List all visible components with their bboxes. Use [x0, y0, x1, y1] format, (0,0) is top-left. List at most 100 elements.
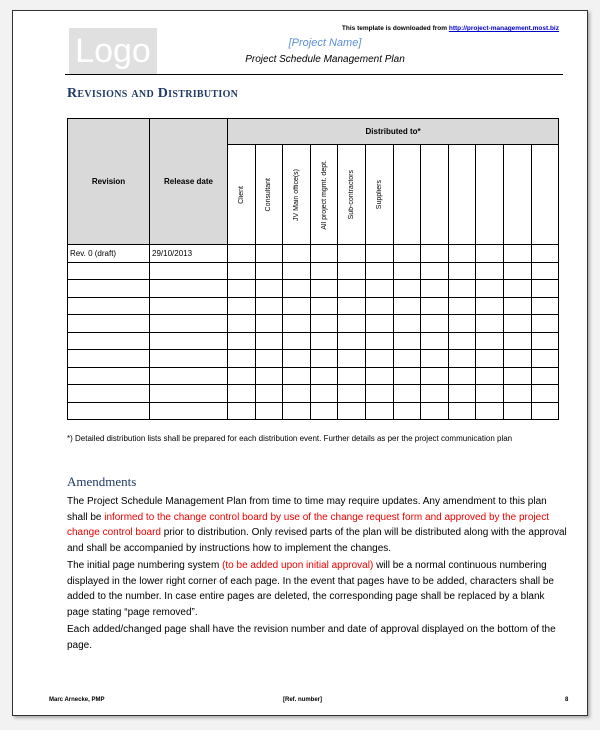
- table-cell[interactable]: [502, 296, 532, 315]
- table-cell[interactable]: [502, 384, 532, 403]
- table-cell[interactable]: [392, 261, 422, 280]
- table-cell[interactable]: [254, 279, 284, 298]
- table-cell[interactable]: [364, 349, 394, 368]
- table-cell[interactable]: [282, 261, 311, 280]
- table-cell[interactable]: [364, 296, 394, 315]
- table-cell[interactable]: [392, 384, 422, 403]
- table-cell[interactable]: [227, 261, 256, 280]
- table-cell[interactable]: [447, 296, 477, 315]
- table-cell[interactable]: [282, 384, 311, 403]
- table-cell[interactable]: [67, 401, 150, 420]
- table-cell[interactable]: [475, 366, 504, 385]
- table-cell[interactable]: [337, 296, 366, 315]
- table-cell[interactable]: [309, 366, 339, 385]
- table-cell[interactable]: [447, 366, 477, 385]
- table-cell[interactable]: [67, 279, 150, 298]
- table-cell[interactable]: [149, 366, 228, 385]
- table-cell[interactable]: [337, 349, 366, 368]
- table-cell[interactable]: [447, 244, 477, 263]
- table-cell[interactable]: [475, 314, 504, 333]
- table-cell[interactable]: [309, 261, 339, 280]
- table-cell[interactable]: [337, 279, 366, 298]
- table-cell[interactable]: [149, 261, 228, 280]
- table-cell[interactable]: [447, 349, 477, 368]
- table-cell[interactable]: [149, 296, 228, 315]
- table-cell[interactable]: [309, 384, 339, 403]
- table-cell[interactable]: [502, 244, 532, 263]
- table-cell[interactable]: [227, 331, 256, 350]
- table-cell[interactable]: [392, 349, 422, 368]
- table-cell[interactable]: [254, 296, 284, 315]
- table-cell[interactable]: Rev. 0 (draft): [67, 244, 150, 263]
- table-cell[interactable]: [392, 401, 422, 420]
- table-cell[interactable]: [364, 261, 394, 280]
- table-cell[interactable]: [447, 261, 477, 280]
- table-cell[interactable]: [364, 401, 394, 420]
- table-cell[interactable]: [309, 349, 339, 368]
- table-cell[interactable]: [475, 384, 504, 403]
- table-cell[interactable]: [309, 331, 339, 350]
- table-cell[interactable]: [337, 331, 366, 350]
- table-cell[interactable]: [67, 349, 150, 368]
- table-cell[interactable]: [392, 279, 422, 298]
- table-cell[interactable]: [364, 366, 394, 385]
- table-cell[interactable]: [420, 279, 449, 298]
- table-cell[interactable]: [502, 279, 532, 298]
- table-cell[interactable]: [149, 279, 228, 298]
- table-cell[interactable]: [420, 401, 449, 420]
- table-cell[interactable]: [254, 384, 284, 403]
- table-cell[interactable]: [67, 331, 150, 350]
- table-cell[interactable]: [337, 384, 366, 403]
- table-cell[interactable]: [530, 261, 560, 280]
- table-cell[interactable]: [530, 296, 560, 315]
- table-cell[interactable]: [309, 244, 339, 263]
- table-cell[interactable]: [475, 244, 504, 263]
- table-cell[interactable]: [475, 401, 504, 420]
- table-cell[interactable]: [149, 314, 228, 333]
- table-cell[interactable]: [475, 261, 504, 280]
- table-cell[interactable]: [364, 244, 394, 263]
- table-cell[interactable]: [282, 296, 311, 315]
- table-cell[interactable]: [530, 244, 560, 263]
- table-cell[interactable]: [309, 296, 339, 315]
- table-cell[interactable]: [254, 314, 284, 333]
- table-cell[interactable]: [420, 331, 449, 350]
- table-cell[interactable]: [420, 244, 449, 263]
- table-cell[interactable]: [420, 366, 449, 385]
- table-cell[interactable]: [447, 384, 477, 403]
- table-cell[interactable]: [149, 384, 228, 403]
- table-cell[interactable]: [530, 384, 560, 403]
- table-cell[interactable]: [282, 366, 311, 385]
- table-cell[interactable]: [67, 296, 150, 315]
- table-cell[interactable]: [282, 314, 311, 333]
- table-cell[interactable]: [227, 349, 256, 368]
- table-cell[interactable]: [67, 314, 150, 333]
- table-cell[interactable]: [282, 244, 311, 263]
- table-cell[interactable]: [502, 331, 532, 350]
- table-cell[interactable]: [337, 244, 366, 263]
- table-cell[interactable]: [502, 366, 532, 385]
- table-cell[interactable]: [392, 314, 422, 333]
- table-cell[interactable]: [282, 331, 311, 350]
- table-cell[interactable]: [364, 279, 394, 298]
- table-cell[interactable]: [420, 384, 449, 403]
- table-cell[interactable]: [475, 331, 504, 350]
- table-cell[interactable]: [149, 331, 228, 350]
- table-cell[interactable]: [227, 314, 256, 333]
- table-cell[interactable]: [309, 314, 339, 333]
- table-cell[interactable]: [254, 261, 284, 280]
- table-cell[interactable]: [337, 314, 366, 333]
- table-cell[interactable]: [364, 314, 394, 333]
- table-cell[interactable]: [475, 349, 504, 368]
- table-cell[interactable]: [530, 349, 560, 368]
- table-cell[interactable]: [149, 401, 228, 420]
- table-cell[interactable]: [337, 261, 366, 280]
- table-cell[interactable]: [392, 331, 422, 350]
- table-cell[interactable]: [502, 314, 532, 333]
- table-cell[interactable]: [67, 366, 150, 385]
- table-cell[interactable]: [227, 366, 256, 385]
- table-cell[interactable]: [364, 331, 394, 350]
- table-cell[interactable]: [67, 384, 150, 403]
- table-cell[interactable]: [282, 349, 311, 368]
- table-cell[interactable]: [227, 296, 256, 315]
